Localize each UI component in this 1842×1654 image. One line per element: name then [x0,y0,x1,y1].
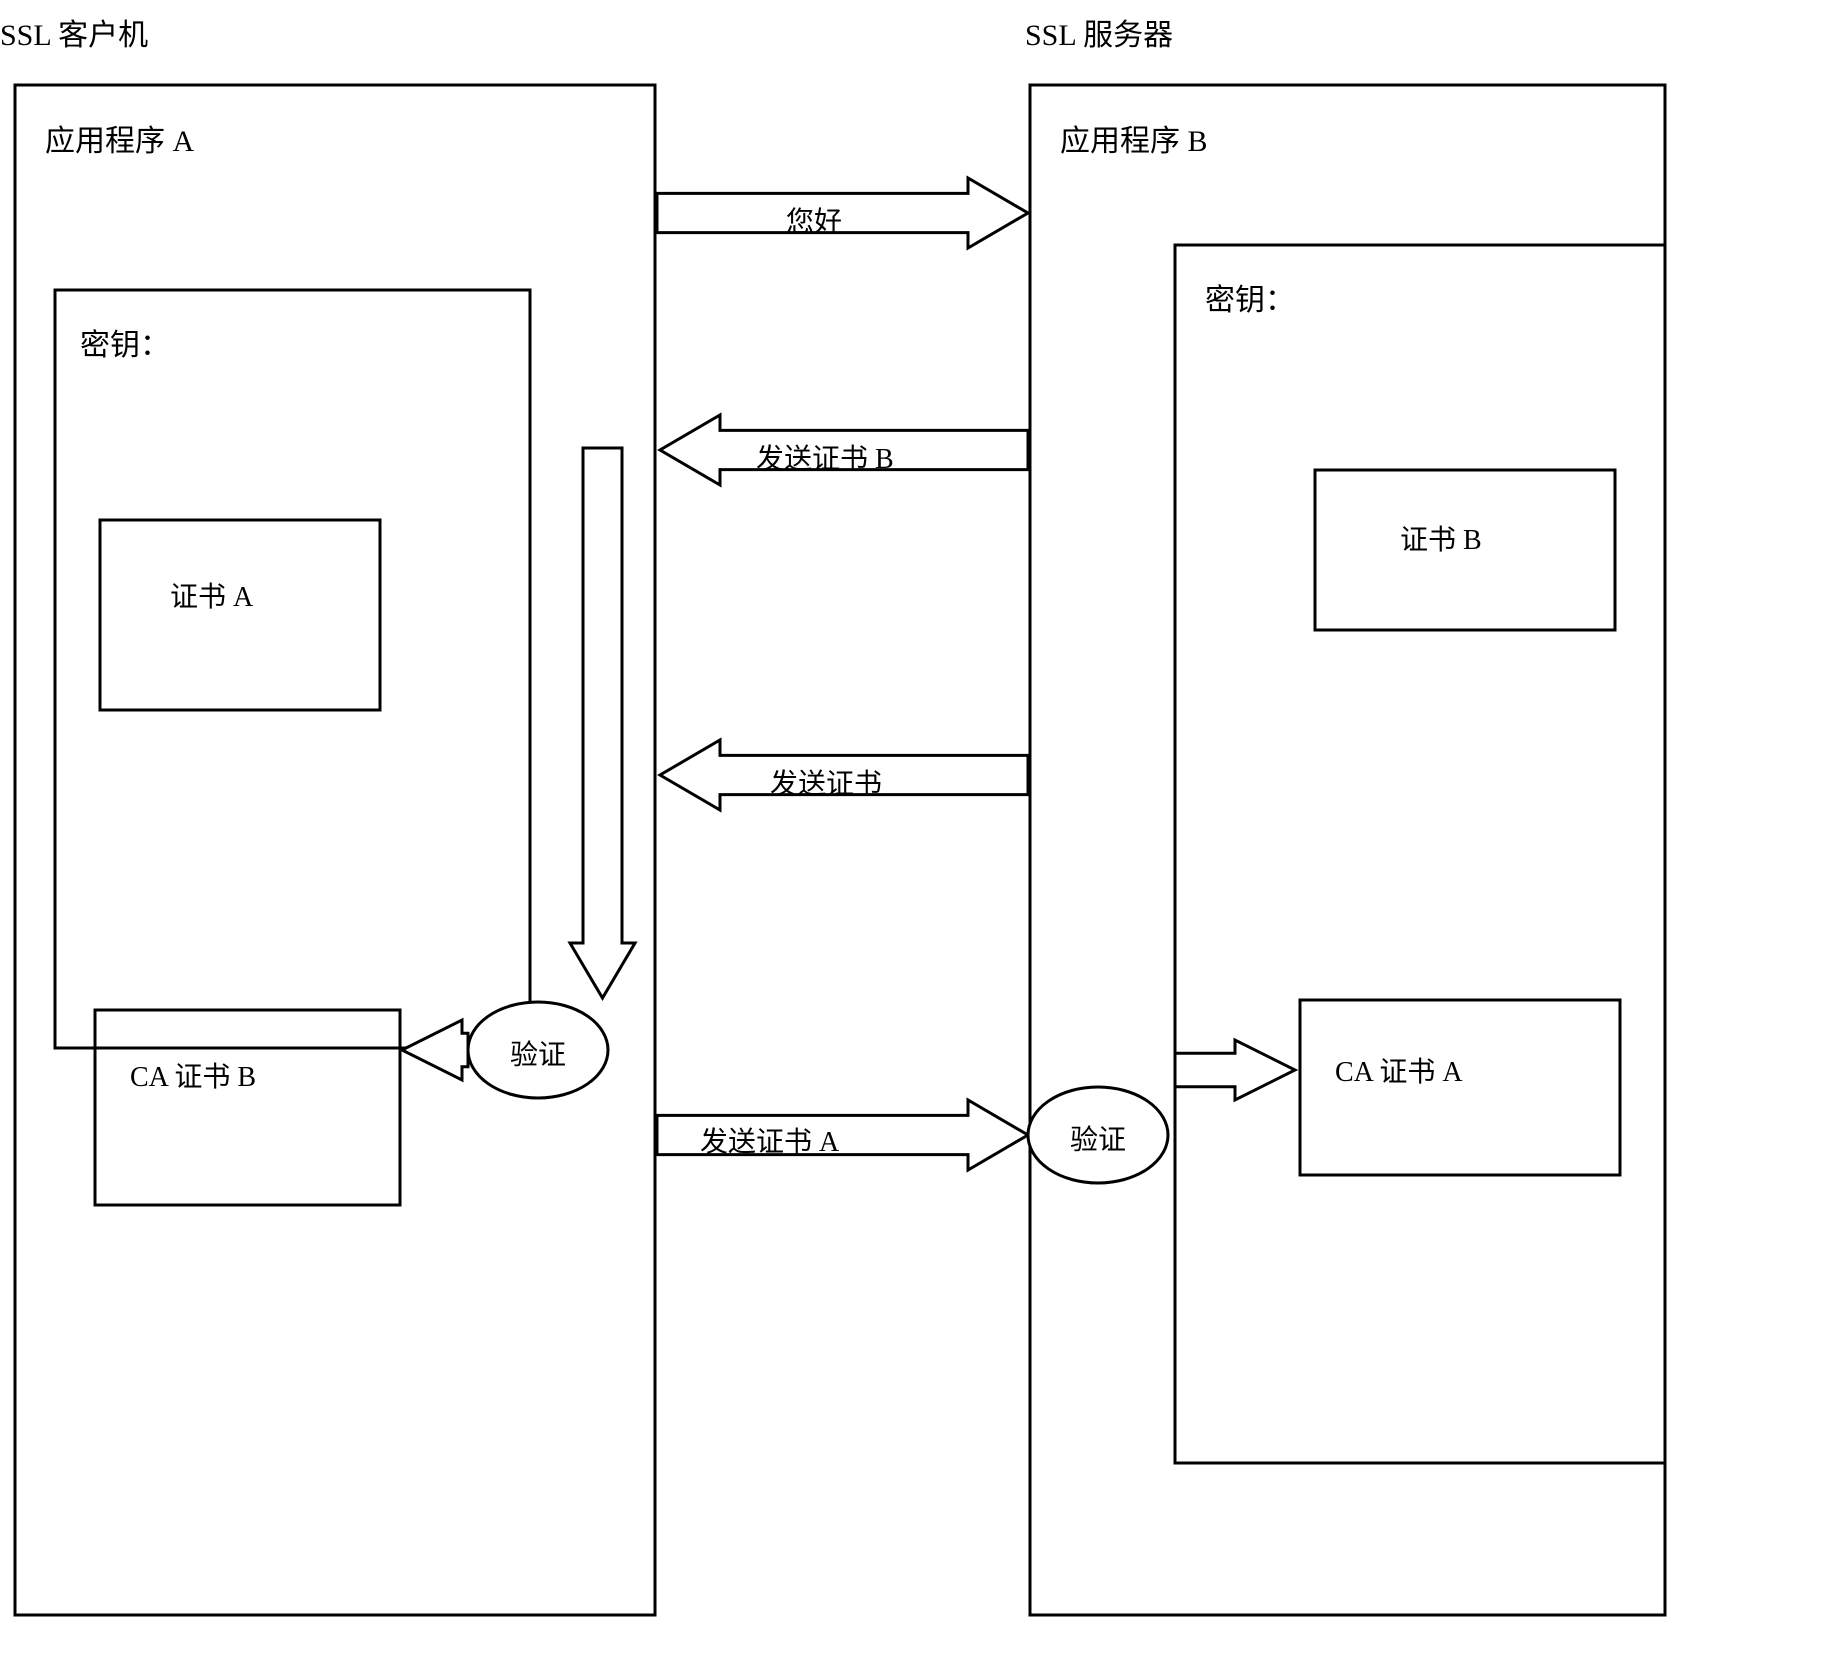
arrow-verify-to-ca-left [402,1020,468,1080]
key-right-box [1175,245,1665,1463]
key-right-label: 密钥： [1205,275,1295,319]
header-ssl-client: SSL 客户机 [0,10,148,54]
key-left-label: 密钥： [80,320,170,364]
cert-a-label: 证书 A [170,575,253,615]
arrow-sendcertb-label: 发送证书 B [756,437,894,477]
ca-cert-a-label: CA 证书 A [1335,1050,1463,1090]
app-b-box [1030,85,1665,1615]
key-left-box [55,290,530,1048]
cert-b-label: 证书 B [1400,518,1482,558]
app-b-label: 应用程序 B [1060,116,1208,160]
app-a-box [15,85,655,1615]
ca-cert-b-label: CA 证书 B [130,1055,256,1095]
header-ssl-server: SSL 服务器 [1025,10,1173,54]
arrow-sendcerta-label: 发送证书 A [700,1120,839,1160]
arrow-hello-label: 您好 [786,200,842,240]
verify-left-label: 验证 [510,1033,566,1073]
ca-cert-b-box [95,1010,400,1205]
arrow-verify-to-ca-right [1175,1040,1295,1100]
app-a-label: 应用程序 A [45,116,194,160]
verify-right-label: 验证 [1070,1118,1126,1158]
arrow-down-to-verify [570,448,635,998]
arrow-hello [657,178,1028,248]
cert-a-box [100,520,380,710]
diagram-canvas [0,0,1842,1654]
arrow-sendcert-label: 发送证书 [770,762,882,802]
